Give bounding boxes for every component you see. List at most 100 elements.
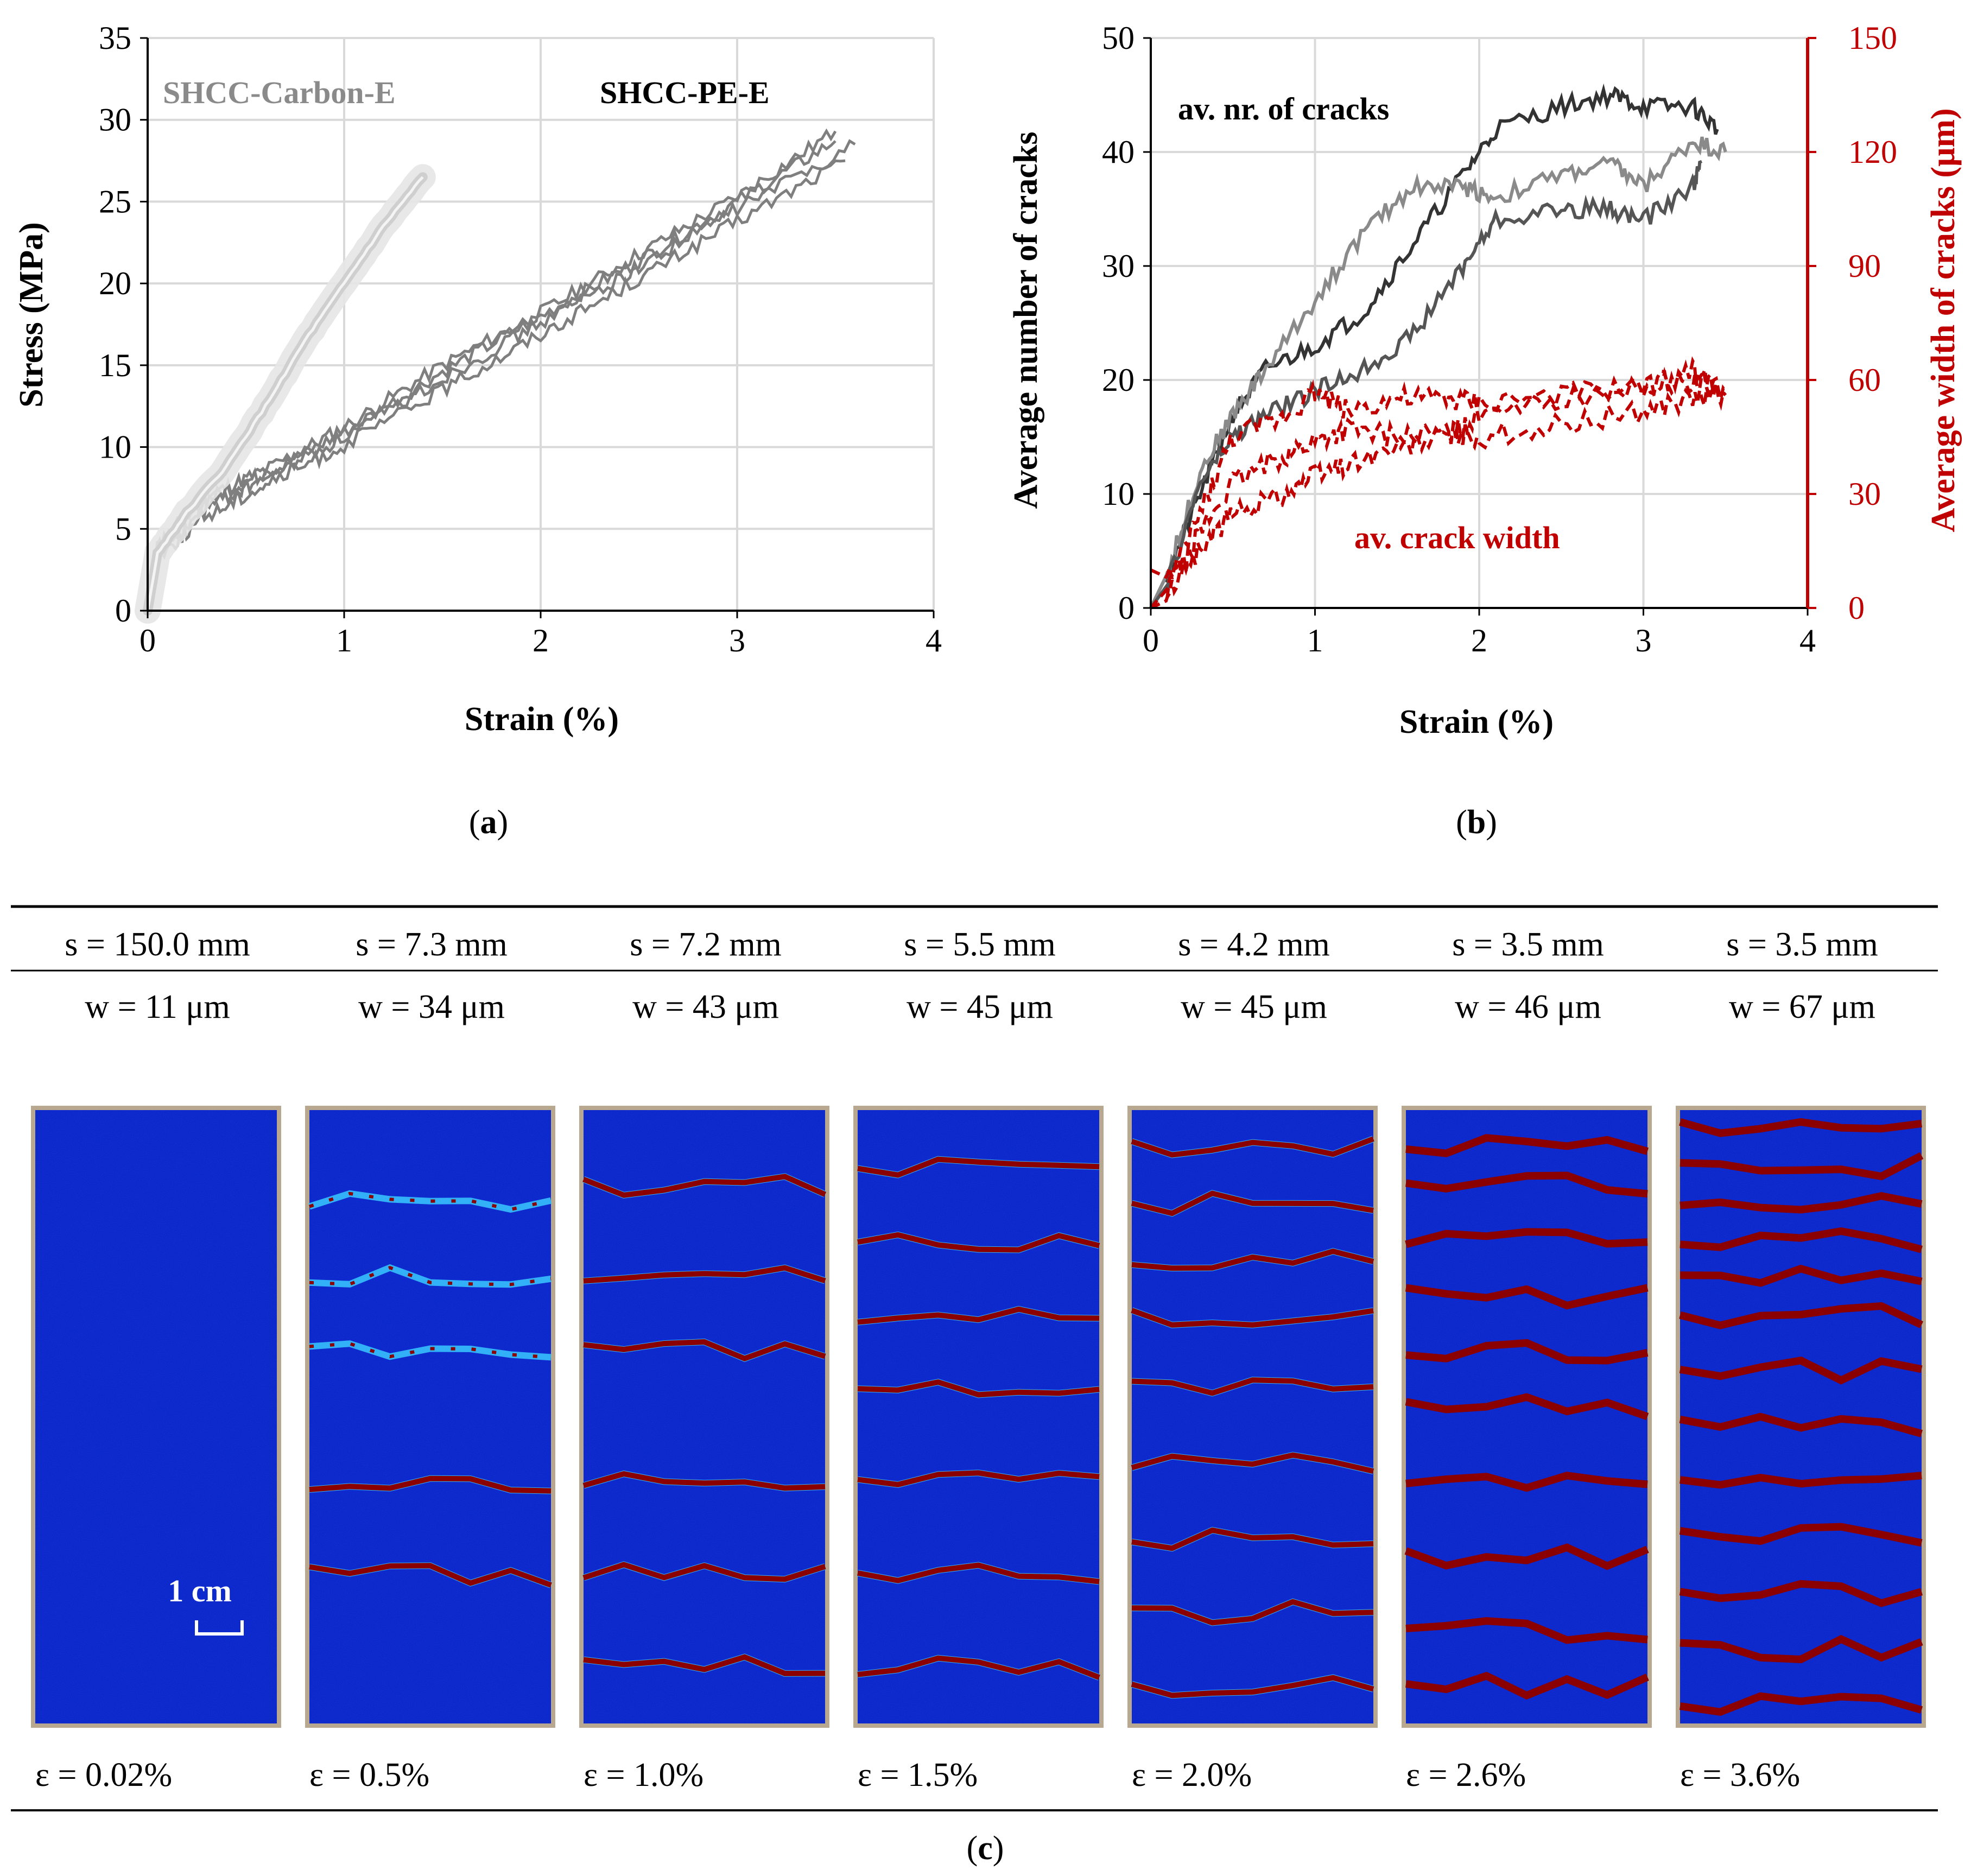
y-tick-label-right: 150 (1848, 20, 1897, 56)
crack-line (857, 1306, 1100, 1325)
strain-value: ε = 1.5% (858, 1757, 978, 1793)
x-tick-label: 1 (336, 623, 352, 658)
crack-line (582, 1174, 827, 1198)
x-tick-label: 3 (1636, 623, 1652, 658)
y-tick-label: 10 (99, 429, 131, 465)
panel-c-caption: (c) (966, 1830, 1004, 1867)
y-tick-label: 35 (99, 20, 131, 56)
dic-speckle (858, 1110, 1099, 1723)
panel-c-columns: s = 150.0 mm w = 11 μm ε = 0.02% s = 7.3 mm… (31, 926, 1926, 1793)
x-tick-label: 2 (1471, 623, 1487, 658)
y-tick-label-right: 60 (1848, 362, 1881, 398)
series-halo-carbon (135, 164, 436, 624)
crack-line (309, 1563, 552, 1588)
dic-speckle (35, 1110, 277, 1723)
crack-line (1131, 1136, 1374, 1158)
x-tick-label: 4 (926, 623, 942, 658)
crack-line (309, 1191, 552, 1212)
crack-line (1679, 1118, 1922, 1137)
crack-line (309, 1266, 552, 1286)
y-tick-label-right: 90 (1848, 248, 1881, 284)
y-tick-label: 15 (99, 347, 131, 383)
crack-spacing-value: s = 5.5 mm (904, 926, 1056, 963)
y-tick-label: 30 (99, 102, 131, 138)
crack-line (1680, 1472, 1922, 1489)
panel-b-series (1149, 83, 1727, 610)
y-tick-label: 5 (115, 511, 131, 547)
crack-width-value: w = 43 μm (632, 988, 779, 1025)
panel-a-axes: 0 1 2 3 4 0 5 10 15 20 25 30 35 (99, 20, 942, 658)
strain-value: ε = 2.6% (1406, 1757, 1526, 1793)
scale-bar-label: 1 cm (168, 1573, 232, 1608)
y-tick-label: 25 (99, 183, 131, 219)
crack-line (1405, 1171, 1648, 1198)
crack-line (857, 1232, 1100, 1253)
crack-line (1680, 1227, 1923, 1253)
crack-line (1680, 1152, 1924, 1181)
panel-a-ylabel: Stress (MPa) (13, 222, 50, 407)
panel-c-table: s = 150.0 mm w = 11 μm ε = 0.02% s = 7.3 mm… (11, 905, 1938, 1811)
crack-width-value: w = 45 μm (907, 988, 1053, 1025)
panel-b-ylabel-right: Average width of cracks (μm) (1925, 108, 1962, 532)
crack-line (583, 1265, 826, 1284)
dic-column: s = 7.3 mm w = 34 μm ε = 0.5% (305, 926, 555, 1793)
crack-line (1131, 1377, 1374, 1396)
x-tick-label: 3 (729, 623, 745, 658)
strain-value: ε = 2.0% (1132, 1757, 1252, 1793)
crack-line (1131, 1675, 1374, 1698)
dic-column: s = 4.2 mm w = 45 μm ε = 2.0% (1127, 926, 1378, 1793)
x-tick-label: 2 (533, 623, 549, 658)
y-tick-label-right: 30 (1848, 476, 1881, 512)
y-tick-label-right: 0 (1848, 590, 1865, 626)
series-line-pe (146, 159, 846, 611)
crack-spacing-value: s = 7.3 mm (356, 926, 508, 963)
panel-b-caption: (b) (1456, 804, 1497, 841)
panel-b-xlabel: Strain (%) (1399, 704, 1554, 740)
crack-line (309, 1475, 552, 1494)
panel-b-ylabel-left: Average number of cracks (1007, 131, 1044, 509)
y-tick-label-right: 120 (1848, 134, 1897, 170)
crack-line (1680, 1634, 1923, 1663)
crack-line (1405, 1284, 1649, 1310)
crack-line (1405, 1339, 1649, 1365)
crack-line (857, 1562, 1100, 1585)
series-line-width (1150, 382, 1727, 610)
crack-line (1131, 1248, 1374, 1271)
dic-column: s = 3.5 mm w = 67 μm ε = 3.6% (1676, 926, 1926, 1793)
y-tick-label: 20 (99, 265, 131, 301)
x-tick-label: 4 (1799, 623, 1816, 658)
crack-spacing-value: s = 3.5 mm (1726, 926, 1878, 963)
dic-column: s = 5.5 mm w = 45 μm ε = 1.5% (853, 926, 1104, 1793)
series-core-carbon (146, 176, 424, 611)
x-tick-label: 0 (140, 623, 156, 658)
crack-line (1405, 1134, 1649, 1157)
crack-line (582, 1562, 826, 1582)
y-tick-label-left: 40 (1102, 134, 1135, 170)
y-tick-label-left: 50 (1102, 20, 1135, 56)
crack-width-value: w = 11 μm (85, 988, 230, 1025)
scale-bar: 1 cm (168, 1573, 244, 1636)
crack-spacing-value: s = 4.2 mm (1178, 926, 1330, 963)
crack-spacing-value: s = 7.2 mm (630, 926, 782, 963)
panel-a-caption: (a) (468, 804, 509, 841)
x-tick-label: 1 (1307, 623, 1323, 658)
y-tick-label-left: 10 (1102, 476, 1135, 512)
crack-line (857, 1156, 1100, 1178)
series-line-cracks (1149, 136, 1727, 609)
scale-bar-line (195, 1620, 244, 1636)
crack-line (857, 1470, 1100, 1487)
strain-value: ε = 0.5% (309, 1757, 429, 1793)
series-line-cracks (1149, 160, 1703, 609)
panel-b-label-width: av. crack width (1354, 520, 1560, 555)
crack-line (1680, 1692, 1923, 1716)
x-tick-label: 0 (1143, 623, 1159, 658)
dic-column: s = 150.0 mm w = 11 μm ε = 0.02% (31, 926, 281, 1793)
series-line-width (1150, 356, 1719, 579)
crack-line (583, 1654, 826, 1676)
crack-line (1405, 1472, 1648, 1492)
series-line-pe (146, 140, 836, 611)
strain-value: ε = 3.6% (1680, 1757, 1800, 1793)
y-tick-label-left: 30 (1102, 248, 1135, 284)
crack-width-value: w = 34 μm (358, 988, 505, 1025)
series-line-pe (146, 139, 856, 611)
